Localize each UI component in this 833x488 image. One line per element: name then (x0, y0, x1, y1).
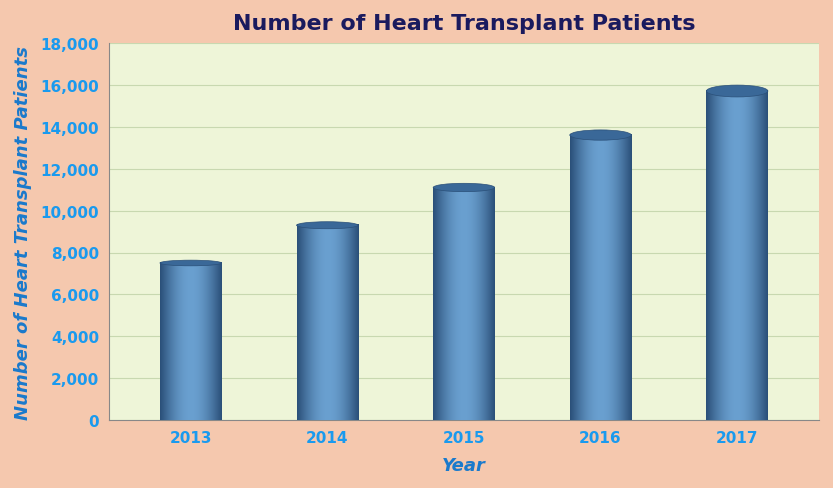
Ellipse shape (570, 131, 631, 141)
Ellipse shape (160, 261, 222, 266)
Ellipse shape (433, 184, 495, 192)
Y-axis label: Number of Heart Transplant Patients: Number of Heart Transplant Patients (14, 45, 32, 419)
X-axis label: Year: Year (442, 456, 486, 474)
Title: Number of Heart Transplant Patients: Number of Heart Transplant Patients (232, 14, 696, 34)
Ellipse shape (297, 222, 358, 229)
Ellipse shape (706, 86, 768, 98)
